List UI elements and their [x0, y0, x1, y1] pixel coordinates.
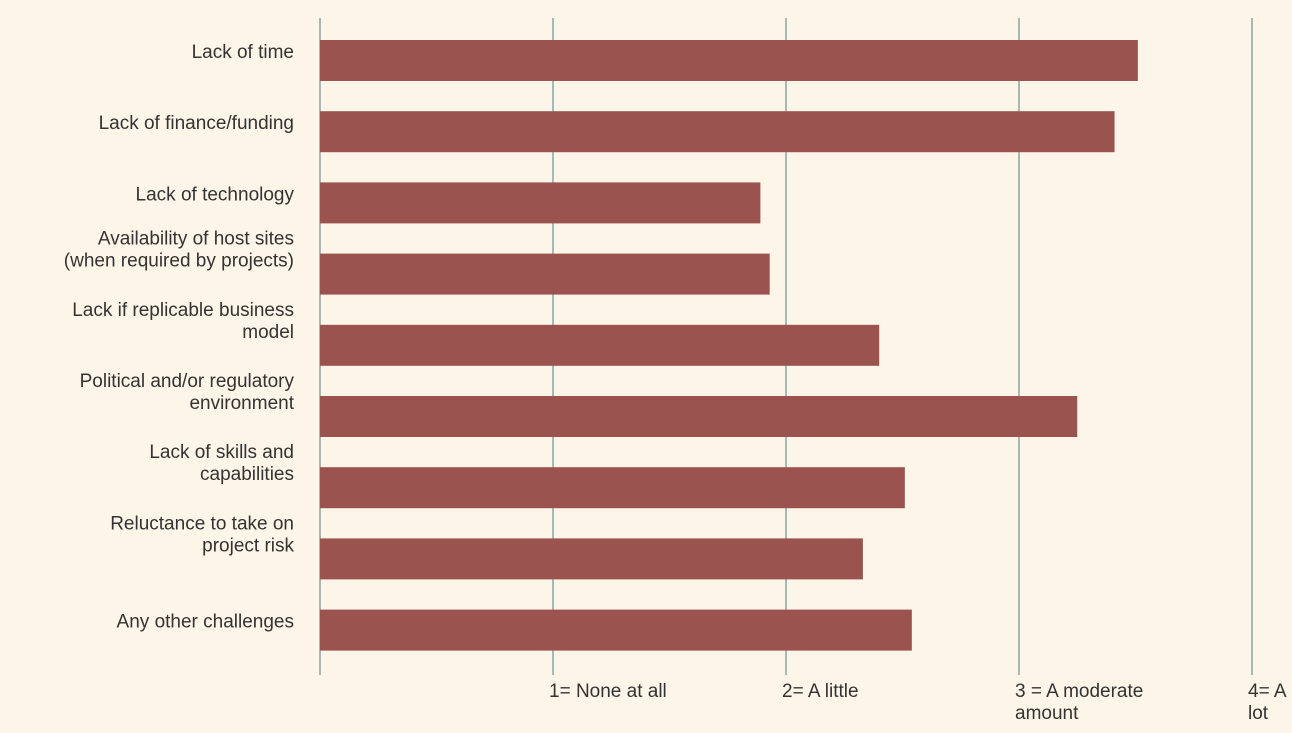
bar-2 — [320, 111, 1115, 153]
bar-4 — [320, 253, 770, 295]
category-label-2: Lack of finance/funding — [99, 113, 294, 134]
category-label-8: Reluctance to take on project risk — [110, 513, 294, 556]
category-label-4: Availability of host sites (when required… — [64, 229, 294, 272]
bar-8 — [320, 538, 863, 580]
bar-9 — [320, 609, 912, 651]
category-label-3: Lack of technology — [136, 184, 295, 205]
bar-5 — [320, 324, 880, 366]
x-tick-label-3: 3 = A moderate amount — [1015, 681, 1143, 724]
bar-3 — [320, 182, 761, 224]
bar-6 — [320, 396, 1078, 437]
bar-1 — [320, 40, 1138, 81]
bars — [320, 40, 1138, 651]
category-label-6: Political and/or regulatory environment — [80, 371, 295, 414]
x-tick-label-2: 2= A little — [782, 681, 859, 702]
category-label-5: Lack if replicable business model — [72, 300, 294, 343]
bar-7 — [320, 467, 905, 509]
category-label-9: Any other challenges — [117, 612, 294, 633]
category-label-1: Lack of time — [192, 42, 294, 63]
x-tick-labels: 1= None at all 2= A little 3 = A moderate a… — [549, 681, 1287, 724]
category-labels: Lack of time Lack of finance/funding Lack … — [64, 42, 295, 633]
category-label-7: Lack of skills and capabilities — [149, 442, 294, 485]
x-tick-label-1: 1= None at all — [549, 681, 667, 702]
